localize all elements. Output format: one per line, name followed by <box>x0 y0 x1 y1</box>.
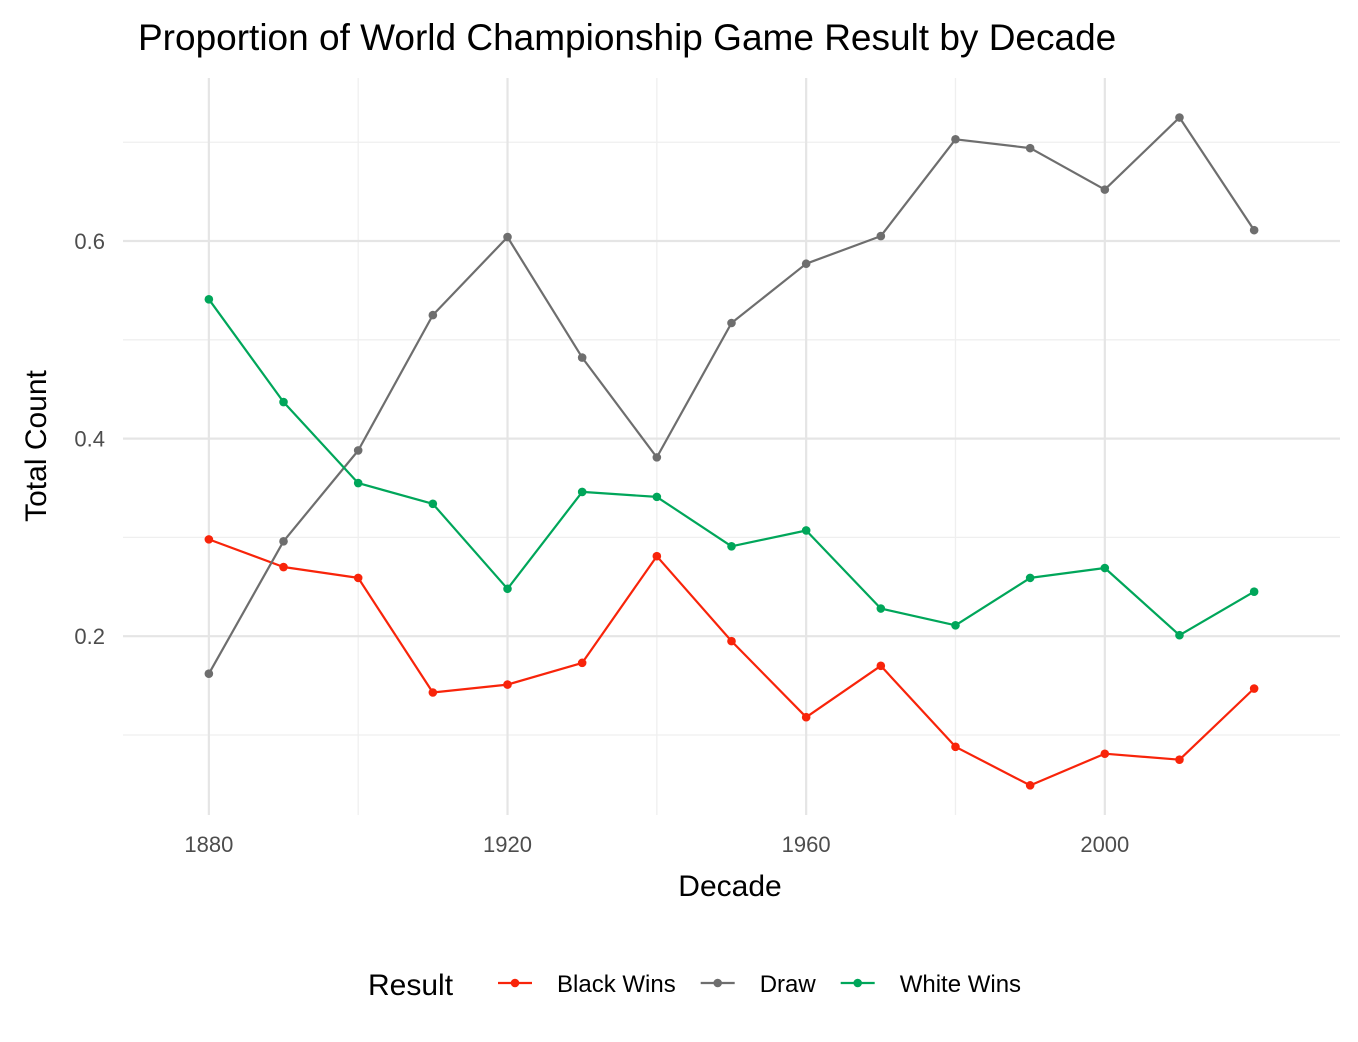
data-point-black-wins <box>1175 755 1184 764</box>
data-point-black-wins <box>577 658 587 668</box>
legend-items: Black Wins Draw White Wins <box>498 971 1021 998</box>
data-point-black-wins <box>503 680 512 689</box>
data-point-draw <box>1025 143 1035 153</box>
data-point-white-wins <box>1175 630 1184 640</box>
legend-key-point <box>510 978 520 988</box>
data-point-black-wins <box>1249 684 1259 693</box>
data-point-black-wins <box>801 712 811 722</box>
data-point-draw <box>503 232 512 242</box>
data-point-draw <box>353 446 363 455</box>
legend-item-draw: Draw <box>700 971 817 998</box>
y-tick-label: 0.2 <box>74 624 105 649</box>
data-point-draw <box>428 310 438 320</box>
data-point-white-wins <box>652 492 662 502</box>
data-point-black-wins <box>279 562 288 572</box>
data-point-white-wins <box>1100 563 1110 573</box>
data-point-draw <box>1249 225 1259 235</box>
legend-key-point <box>713 978 722 988</box>
data-point-white-wins <box>801 526 811 535</box>
legend-label: Black Wins <box>557 971 676 998</box>
series-black-wins <box>204 535 1259 790</box>
tick-labels: 1880 1920 1960 2000 0.2 0.4 0.6 <box>74 229 1129 857</box>
x-tick-label: 1960 <box>782 832 831 857</box>
data-point-draw <box>652 453 662 462</box>
data-point-black-wins <box>727 636 736 646</box>
y-tick-label: 0.4 <box>74 427 105 452</box>
data-point-black-wins <box>652 551 662 561</box>
series-draw <box>204 113 1259 679</box>
data-point-white-wins <box>1025 573 1035 583</box>
data-point-white-wins <box>204 294 214 304</box>
x-tick-label: 1880 <box>184 832 233 857</box>
data-point-black-wins <box>204 535 214 544</box>
legend-label: White Wins <box>900 971 1021 998</box>
x-tick-label: 1920 <box>483 832 532 857</box>
data-point-white-wins <box>727 541 736 551</box>
data-point-draw <box>577 353 587 362</box>
y-axis-title: Total Count <box>20 369 53 521</box>
data-point-white-wins <box>1249 587 1259 597</box>
chart-title: Proportion of World Championship Game Re… <box>138 17 1116 58</box>
data-point-draw <box>279 537 288 546</box>
data-point-black-wins <box>353 573 363 583</box>
x-tick-label: 2000 <box>1080 832 1129 857</box>
series-line-white-wins <box>208 298 1255 637</box>
data-point-white-wins <box>577 487 587 497</box>
legend-label: Draw <box>760 971 817 998</box>
legend-item-black-wins: Black Wins <box>498 971 676 998</box>
data-point-white-wins <box>428 499 438 509</box>
data-point-draw <box>727 318 736 328</box>
data-point-black-wins <box>428 688 438 697</box>
data-point-white-wins <box>279 397 288 407</box>
data-point-white-wins <box>876 604 886 613</box>
data-point-draw <box>876 231 886 241</box>
data-point-draw <box>1175 113 1184 122</box>
data-point-black-wins <box>1025 781 1035 790</box>
series-white-wins <box>204 294 1259 640</box>
data-point-black-wins <box>1100 749 1110 759</box>
data-point-draw <box>951 134 960 144</box>
data-point-white-wins <box>503 584 512 594</box>
data-point-draw <box>204 669 214 679</box>
data-point-draw <box>1100 185 1110 194</box>
series-lines <box>204 113 1259 790</box>
data-point-draw <box>801 259 811 269</box>
data-point-black-wins <box>876 661 886 671</box>
legend: Result Black Wins Draw White Wins <box>368 969 1021 1002</box>
legend-key-point <box>853 978 862 988</box>
series-line-black-wins <box>208 538 1255 787</box>
y-tick-label: 0.6 <box>74 229 105 254</box>
legend-title: Result <box>368 969 454 1002</box>
grid <box>123 78 1340 815</box>
data-point-white-wins <box>353 478 363 488</box>
x-axis-title: Decade <box>678 870 781 903</box>
data-point-black-wins <box>951 742 960 752</box>
data-point-white-wins <box>951 621 960 630</box>
legend-item-white-wins: White Wins <box>840 971 1021 998</box>
